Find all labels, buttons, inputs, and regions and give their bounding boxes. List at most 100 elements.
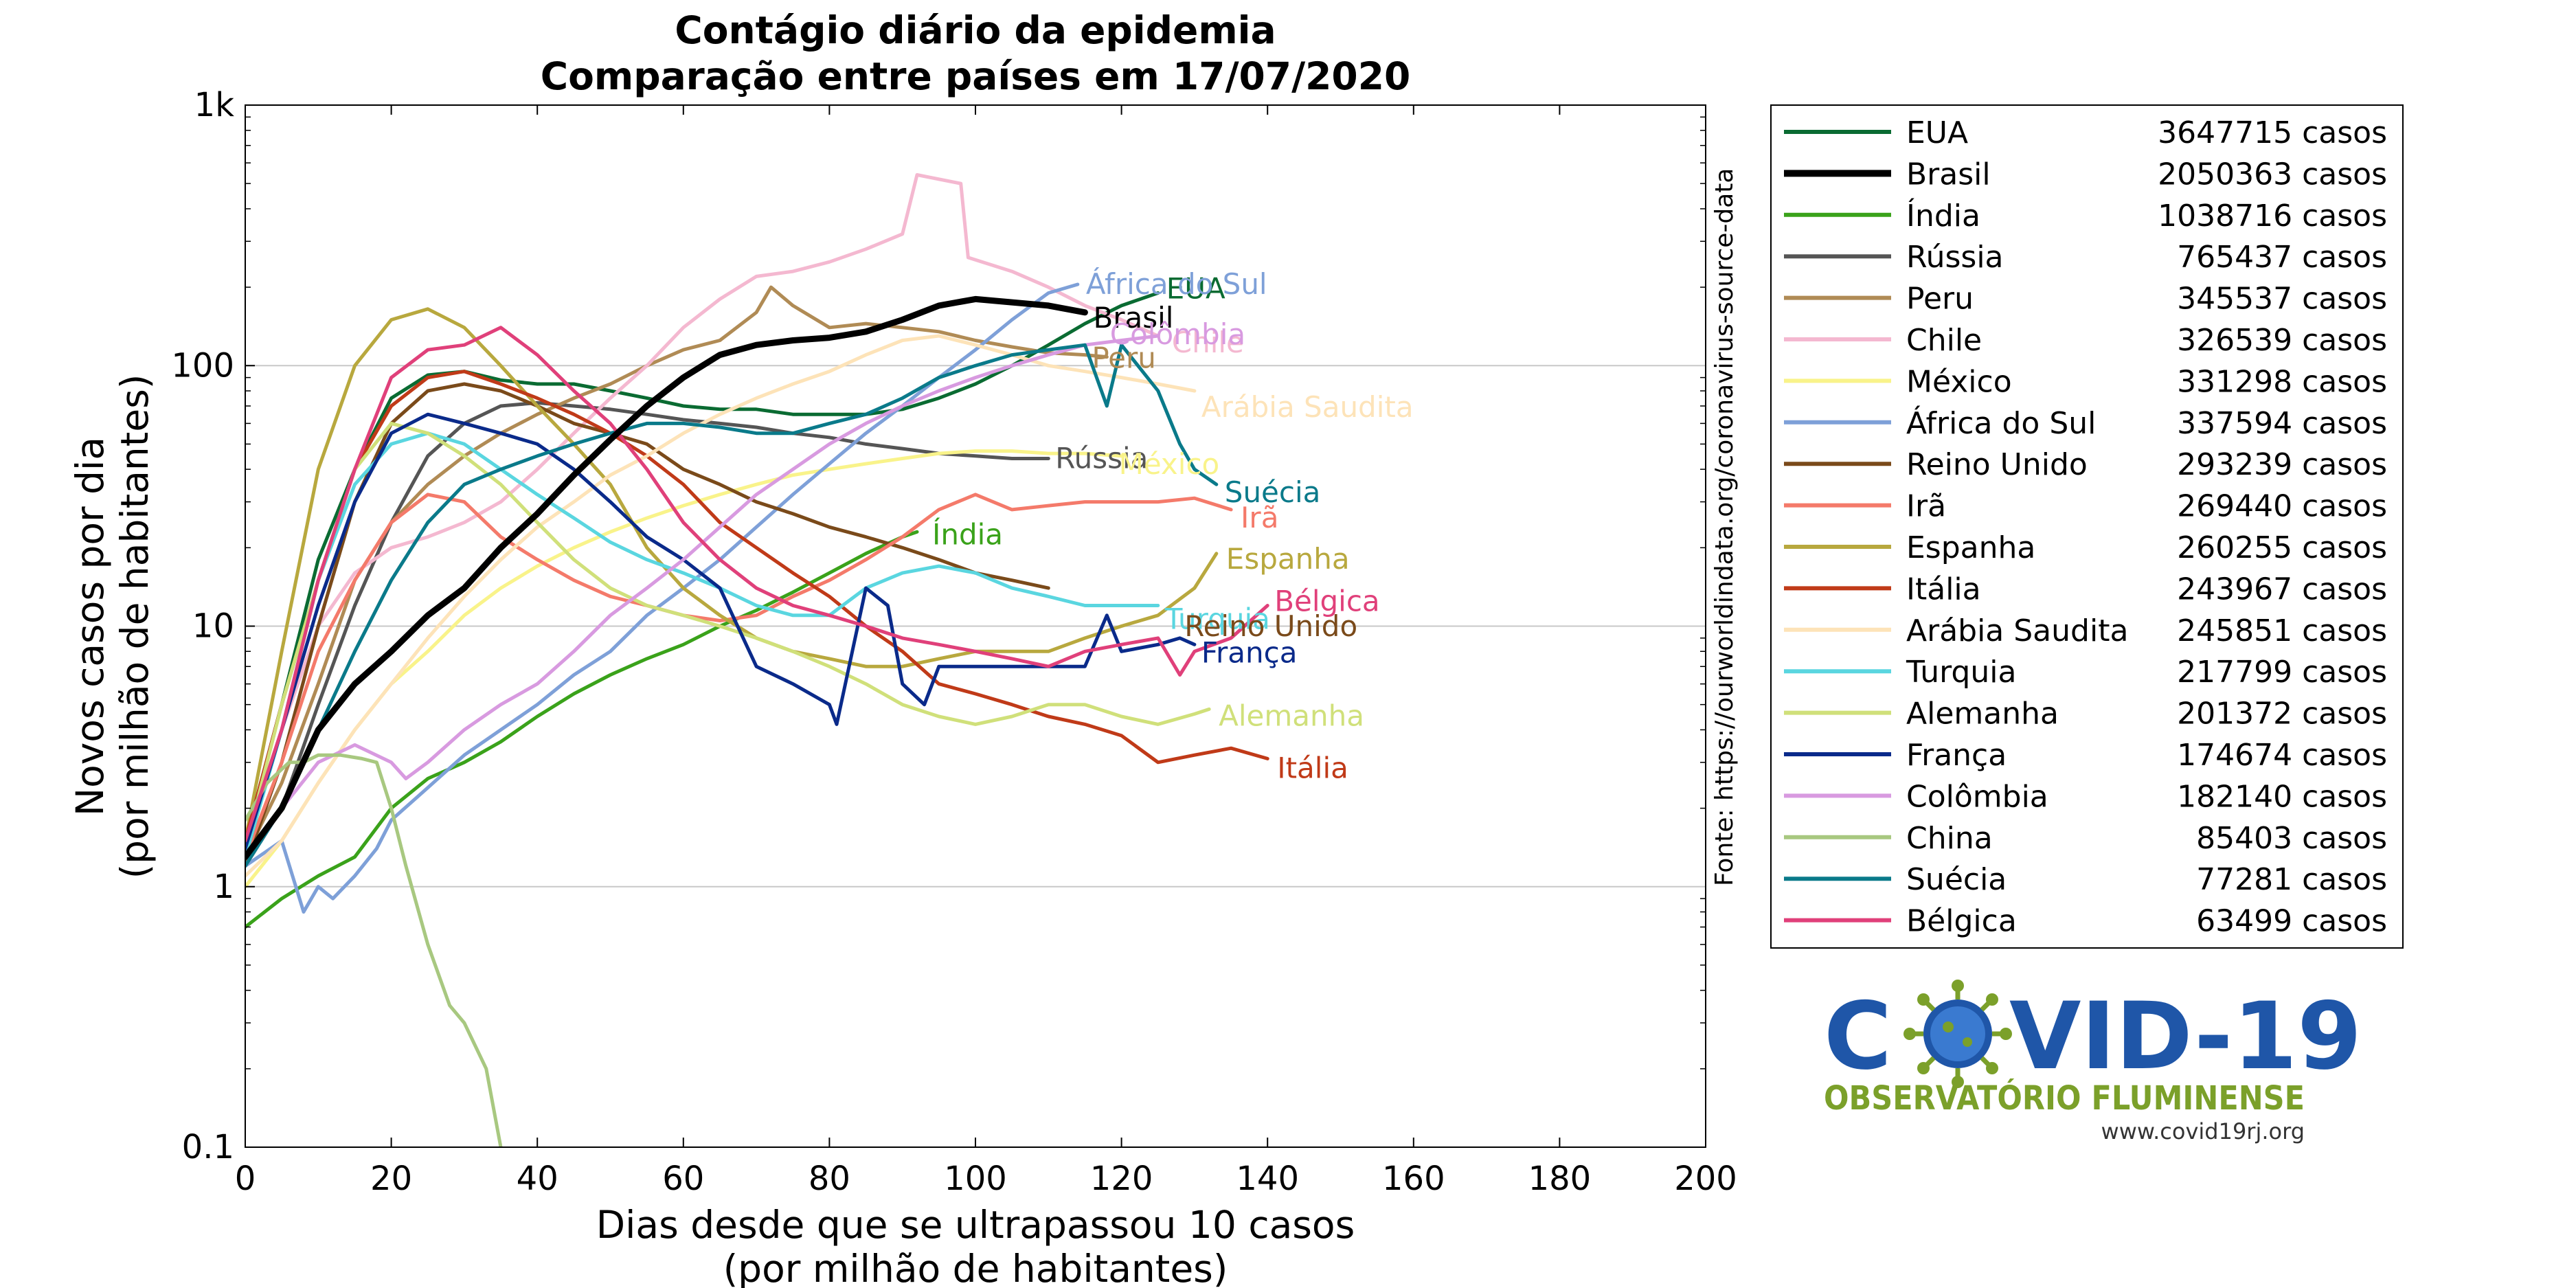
series-line-1 xyxy=(245,295,1088,860)
legend-entry-cases: 174674 casos xyxy=(2177,738,2387,773)
series-line-12 xyxy=(245,334,1197,878)
end-label: Peru xyxy=(1092,341,1156,375)
x-tick-label: 80 xyxy=(809,1160,850,1198)
x-axis-label-line1: Dias desde que se ultrapassou 10 casos xyxy=(596,1203,1355,1247)
legend-entry-name: Arábia Saudita xyxy=(1906,613,2128,648)
series-lines xyxy=(245,173,1269,1147)
logo-word-left: C xyxy=(1824,982,1892,1090)
series-line-9 xyxy=(245,493,1233,859)
series-line-11 xyxy=(245,370,1269,843)
end-label: Reino Unido xyxy=(1184,609,1357,643)
y-tick-label: 10 xyxy=(192,607,234,646)
x-tick-label: 40 xyxy=(517,1160,558,1198)
legend-entry-cases: 269440 casos xyxy=(2177,489,2387,524)
end-label: França xyxy=(1201,635,1298,669)
x-tick-label: 180 xyxy=(1528,1160,1592,1198)
y-tick-label: 0.1 xyxy=(182,1128,234,1166)
end-label: Irã xyxy=(1241,501,1278,534)
end-label: Alemanha xyxy=(1219,699,1364,732)
legend-entry-name: México xyxy=(1906,364,2012,399)
series-line-3 xyxy=(245,400,1050,868)
y-axis-label-line2: (por milhão de habitantes) xyxy=(113,374,157,879)
legend-entry-name: Chile xyxy=(1906,323,1982,358)
logo-subtitle: OBSERVATÓRIO FLUMINENSE xyxy=(1824,1078,2305,1118)
chart-subtitle: Comparação entre países em 17/07/2020 xyxy=(541,54,1411,98)
legend-entry-cases: 77281 casos xyxy=(2196,862,2387,897)
legend-entry-cases: 1038716 casos xyxy=(2158,199,2387,234)
legend-entry-name: Índia xyxy=(1906,197,1980,234)
legend-entry-cases: 326539 casos xyxy=(2177,323,2387,358)
series-line-5 xyxy=(245,173,1160,843)
legend-entry-cases: 243967 casos xyxy=(2177,572,2387,607)
end-label: Suécia xyxy=(1225,475,1321,509)
series-line-13 xyxy=(245,431,1160,859)
legend-entry-name: França xyxy=(1906,738,2007,773)
legend-entry-name: EUA xyxy=(1906,115,1968,150)
y-axis-label-line1: Novos casos por dia xyxy=(68,437,112,816)
x-tick-label: 140 xyxy=(1236,1160,1299,1198)
end-label: Itália xyxy=(1277,751,1348,784)
end-label: Espanha xyxy=(1226,542,1350,576)
legend-entry-cases: 260255 casos xyxy=(2177,530,2387,565)
series-line-17 xyxy=(245,753,503,1147)
series-line-8 xyxy=(245,382,1050,868)
legend-entry-cases: 245851 casos xyxy=(2177,613,2387,648)
end-label: África do Sul xyxy=(1086,267,1267,301)
legend-entry-name: Reino Unido xyxy=(1906,447,2088,482)
legend-entry-cases: 337594 casos xyxy=(2177,406,2387,441)
series-line-16 xyxy=(245,334,1160,868)
x-tick-label: 0 xyxy=(235,1160,256,1198)
x-tick-label: 160 xyxy=(1382,1160,1445,1198)
y-tick-label: 100 xyxy=(171,346,234,385)
x-tick-label: 200 xyxy=(1674,1160,1737,1198)
virus-icon xyxy=(1903,980,2012,1088)
legend-entry-name: China xyxy=(1906,821,1993,856)
end-label: Colômbia xyxy=(1110,317,1245,351)
legend-entry-name: Rússia xyxy=(1906,240,2004,275)
series-line-6 xyxy=(245,449,1124,889)
series-line-15 xyxy=(245,412,1197,850)
end-label: EUA xyxy=(1166,272,1225,306)
covid19-logo: C VID-19 OBSERVATÓRIO FLUMINENSE www.cov… xyxy=(1824,980,2362,1144)
legend-entry-name: Peru xyxy=(1906,282,1974,317)
legend-entry-name: Alemanha xyxy=(1906,697,2059,732)
series-line-7 xyxy=(245,282,1080,914)
legend-entry-name: Itália xyxy=(1906,572,1981,607)
x-axis-label-line2: (por milhão de habitantes) xyxy=(723,1247,1228,1288)
end-label: Turquia xyxy=(1164,602,1270,635)
end-label: Bélgica xyxy=(1274,584,1379,618)
legend-entry-name: Espanha xyxy=(1906,530,2035,565)
logo-url: www.covid19rj.org xyxy=(2101,1118,2305,1144)
legend-entry-name: África do Sul xyxy=(1906,405,2096,441)
logo-word-right: VID-19 xyxy=(2009,982,2362,1090)
x-tick-label: 120 xyxy=(1090,1160,1153,1198)
legend-entry-name: Turquia xyxy=(1906,655,2016,690)
legend-entry-cases: 293239 casos xyxy=(2177,447,2387,482)
series-line-2 xyxy=(245,530,919,929)
end-label: Brasil xyxy=(1093,301,1173,335)
legend-entry-cases: 765437 casos xyxy=(2177,240,2387,275)
legend: EUA 3647715 casos Brasil 2050363 casos Índia… xyxy=(1770,104,2404,949)
legend-entry-cases: 3647715 casos xyxy=(2158,115,2387,150)
x-tick-label: 100 xyxy=(944,1160,1007,1198)
axis-ticks: 0.1 1 10 100 1k 0 20 40 60 80 100 120 140 160 180 200 xyxy=(171,86,1737,1198)
legend-entry-cases: 201372 casos xyxy=(2177,697,2387,732)
x-tick-label: 60 xyxy=(662,1160,704,1198)
source-note: Fonte: https://ourworldindata.org/corona… xyxy=(1710,168,1739,886)
legend-entry-cases: 63499 casos xyxy=(2196,904,2387,939)
legend-entry-cases: 331298 casos xyxy=(2177,364,2387,399)
y-tick-label: 1k xyxy=(194,86,235,124)
legend-entry-cases: 2050363 casos xyxy=(2158,157,2387,192)
end-label: Índia xyxy=(932,517,1003,551)
legend-entry-name: Brasil xyxy=(1906,157,1991,192)
end-label: Chile xyxy=(1172,326,1244,359)
y-tick-label: 1 xyxy=(213,868,234,906)
series-line-19 xyxy=(245,326,1269,843)
x-tick-label: 20 xyxy=(370,1160,412,1198)
end-label: Rússia xyxy=(1055,441,1148,475)
chart-title: Contágio diário da epidemia xyxy=(675,8,1276,52)
series-line-14 xyxy=(245,421,1211,850)
legend-entry-cases: 217799 casos xyxy=(2177,655,2387,690)
